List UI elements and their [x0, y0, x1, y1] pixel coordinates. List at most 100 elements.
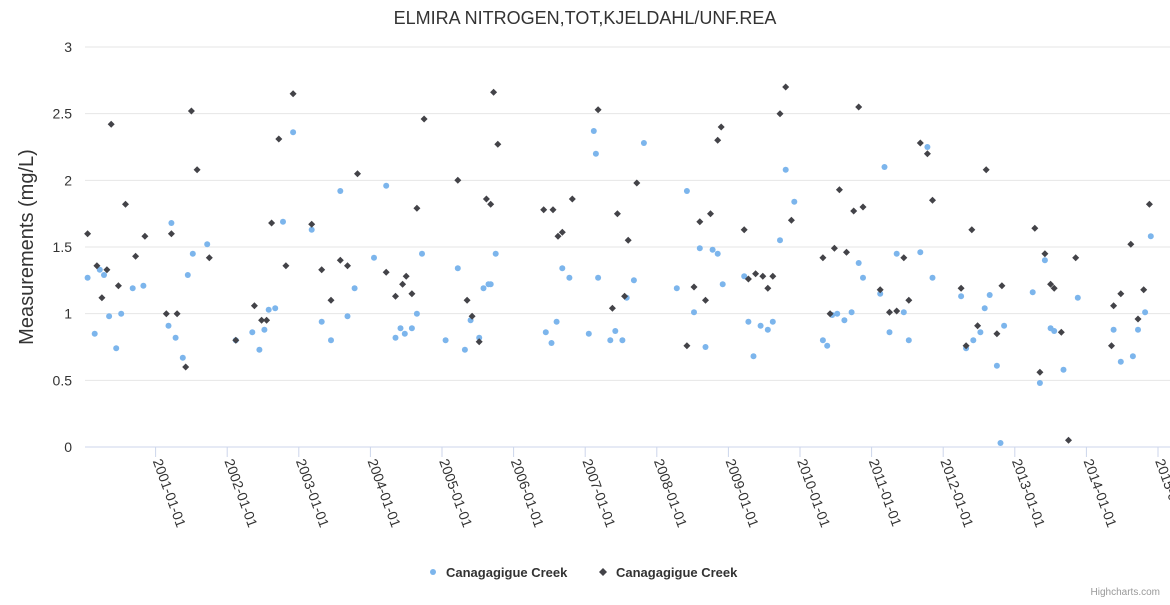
data-point-diamond[interactable] [250, 302, 258, 310]
data-point-circle[interactable] [272, 305, 279, 312]
data-point-circle[interactable] [673, 285, 680, 292]
data-point-circle[interactable] [204, 241, 211, 248]
data-point-diamond[interactable] [1110, 302, 1118, 310]
data-point-circle[interactable] [559, 265, 566, 272]
data-point-circle[interactable] [893, 250, 900, 257]
data-point-diamond[interactable] [702, 296, 709, 304]
data-point-circle[interactable] [1036, 380, 1043, 386]
data-point-diamond[interactable] [850, 207, 858, 215]
data-point-diamond[interactable] [855, 103, 863, 111]
data-point-circle[interactable] [84, 274, 91, 281]
data-point-circle[interactable] [1129, 353, 1136, 360]
data-point-diamond[interactable] [263, 316, 271, 324]
data-point-diamond[interactable] [482, 195, 490, 203]
data-point-circle[interactable] [691, 309, 697, 316]
data-point-circle[interactable] [877, 290, 884, 297]
data-point-diamond[interactable] [1140, 286, 1148, 294]
data-point-diamond[interactable] [289, 90, 297, 98]
data-point-diamond[interactable] [1036, 368, 1044, 376]
data-point-diamond[interactable] [835, 186, 843, 194]
data-point-circle[interactable] [308, 226, 315, 233]
data-point-diamond[interactable] [982, 166, 990, 174]
data-point-diamond[interactable] [859, 203, 867, 211]
data-point-circle[interactable] [1110, 326, 1117, 333]
data-point-circle[interactable] [290, 129, 297, 136]
data-point-circle[interactable] [970, 337, 977, 344]
data-point-circle[interactable] [487, 281, 494, 288]
data-point-circle[interactable] [1117, 358, 1124, 365]
data-point-circle[interactable] [683, 188, 690, 194]
data-point-circle[interactable] [256, 346, 263, 353]
data-point-diamond[interactable] [141, 232, 149, 240]
data-point-diamond[interactable] [354, 170, 361, 178]
data-point-circle[interactable] [745, 318, 752, 325]
data-point-diamond[interactable] [1050, 284, 1058, 292]
data-point-diamond[interactable] [608, 304, 616, 312]
data-point-diamond[interactable] [690, 283, 698, 291]
data-point-diamond[interactable] [826, 310, 834, 318]
data-point-circle[interactable] [1142, 309, 1149, 316]
data-point-diamond[interactable] [683, 342, 691, 350]
data-point-diamond[interactable] [714, 136, 722, 144]
data-point-diamond[interactable] [182, 363, 190, 371]
data-point-diamond[interactable] [759, 272, 767, 280]
data-point-diamond[interactable] [413, 204, 421, 212]
data-point-diamond[interactable] [1108, 342, 1115, 350]
data-point-circle[interactable] [261, 326, 268, 333]
data-point-diamond[interactable] [962, 342, 970, 350]
data-point-diamond[interactable] [893, 307, 901, 315]
data-point-circle[interactable] [981, 305, 988, 312]
data-point-circle[interactable] [819, 337, 826, 344]
data-point-circle[interactable] [461, 346, 468, 353]
data-point-diamond[interactable] [613, 210, 621, 218]
data-point-diamond[interactable] [568, 195, 576, 203]
data-point-circle[interactable] [612, 328, 619, 334]
data-point-circle[interactable] [900, 309, 907, 316]
data-point-diamond[interactable] [916, 139, 924, 147]
data-point-diamond[interactable] [282, 262, 290, 270]
data-point-diamond[interactable] [764, 284, 772, 292]
credits-label[interactable]: Highcharts.com [1091, 587, 1160, 598]
legend[interactable]: Canagagigue Creek Canagagigue Creek [430, 565, 738, 580]
data-point-circle[interactable] [791, 198, 798, 205]
data-point-circle[interactable] [344, 313, 351, 320]
data-point-circle[interactable] [993, 362, 1000, 369]
data-point-circle[interactable] [553, 318, 560, 325]
data-point-circle[interactable] [408, 325, 415, 332]
data-point-diamond[interactable] [558, 228, 566, 236]
data-point-circle[interactable] [168, 220, 175, 226]
data-point-diamond[interactable] [752, 270, 760, 278]
data-point-diamond[interactable] [1127, 240, 1135, 248]
data-point-diamond[interactable] [886, 308, 893, 316]
data-point-circle[interactable] [96, 266, 103, 273]
data-point-diamond[interactable] [275, 135, 283, 143]
data-point-circle[interactable] [476, 334, 483, 341]
data-point-diamond[interactable] [1134, 315, 1142, 323]
data-point-diamond[interactable] [624, 236, 632, 244]
data-point-diamond[interactable] [633, 179, 641, 187]
data-point-diamond[interactable] [769, 272, 777, 280]
data-point-diamond[interactable] [162, 310, 170, 318]
data-point-diamond[interactable] [402, 272, 410, 280]
data-point-circle[interactable] [619, 337, 626, 344]
data-point-circle[interactable] [566, 274, 573, 281]
data-point-diamond[interactable] [744, 275, 752, 283]
data-point-circle[interactable] [1029, 289, 1036, 296]
data-point-circle[interactable] [265, 306, 272, 313]
data-point-diamond[interactable] [193, 166, 201, 174]
data-point-circle[interactable] [113, 345, 120, 352]
data-point-circle[interactable] [585, 330, 592, 337]
data-point-diamond[interactable] [929, 196, 936, 204]
data-point-diamond[interactable] [1057, 328, 1065, 336]
data-point-circle[interactable] [709, 246, 716, 253]
data-point-diamond[interactable] [84, 230, 92, 238]
data-point-circle[interactable] [101, 272, 107, 278]
data-point-diamond[interactable] [327, 296, 335, 304]
data-point-diamond[interactable] [336, 256, 344, 264]
data-point-diamond[interactable] [468, 312, 476, 320]
data-point-circle[interactable] [548, 340, 555, 346]
data-point-circle[interactable] [590, 128, 597, 134]
data-point-diamond[interactable] [463, 296, 471, 304]
data-point-diamond[interactable] [132, 252, 140, 260]
data-point-circle[interactable] [442, 337, 449, 344]
